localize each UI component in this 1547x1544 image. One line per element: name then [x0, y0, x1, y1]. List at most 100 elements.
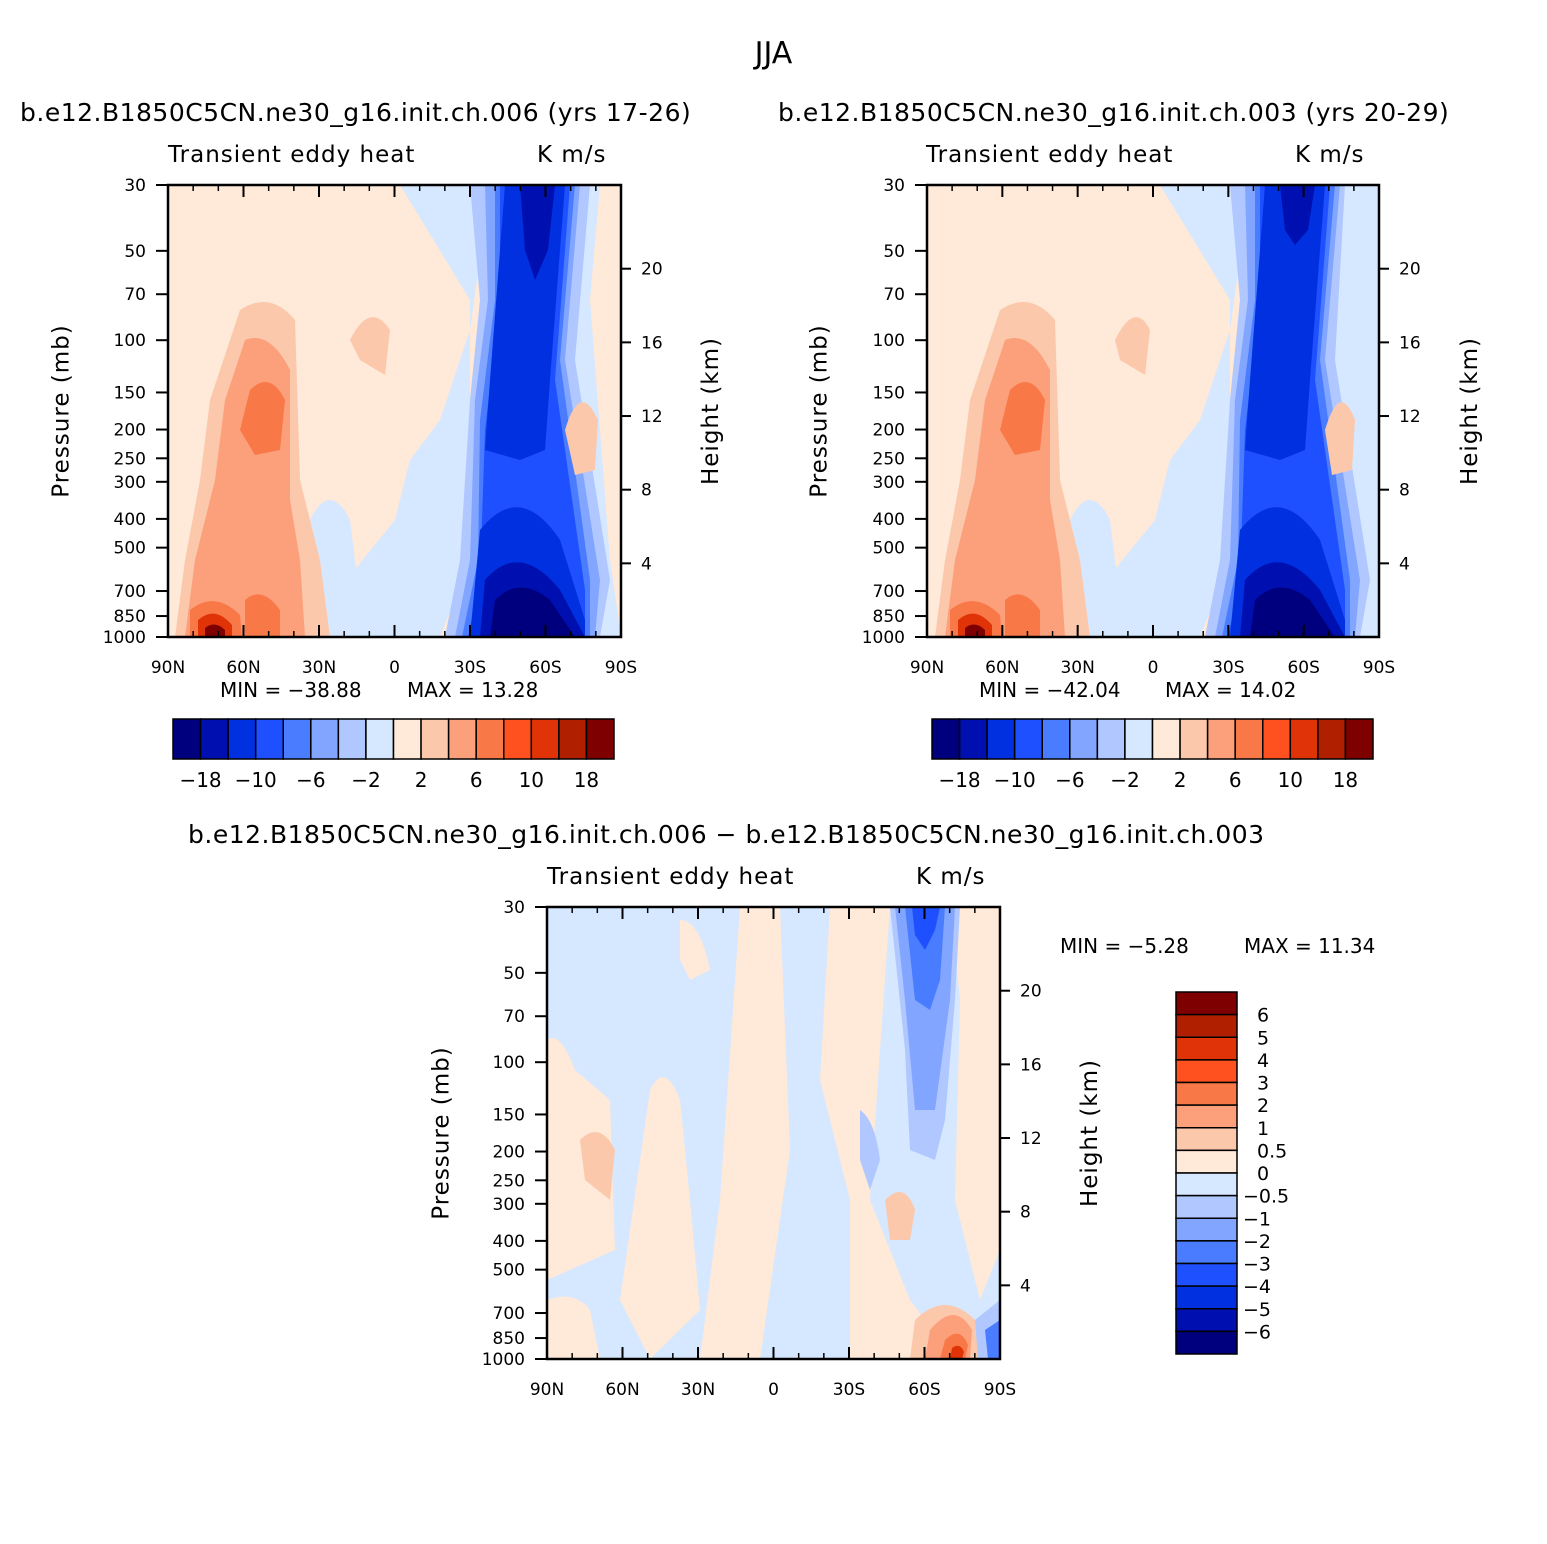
colorbar-box — [1124, 718, 1154, 760]
panel3-field — [547, 907, 1000, 1359]
colorbar-label: 2 — [1174, 768, 1187, 792]
colorbar-box — [1069, 718, 1099, 760]
colorbar-box — [931, 718, 961, 760]
colorbar-box — [558, 718, 588, 760]
y-tick-label: 70 — [124, 285, 146, 305]
y-tick-label: 200 — [873, 421, 905, 441]
y-tick-label: 70 — [503, 1007, 525, 1027]
colorbar-box — [447, 718, 477, 760]
y-tick-label: 30 — [124, 176, 146, 196]
panel3-ylabel-right: Height (km) — [1077, 1058, 1104, 1208]
colorbar-label: 10 — [519, 768, 544, 792]
colorbar-box — [958, 718, 988, 760]
colorbar-box — [1175, 1081, 1238, 1106]
y-tick-label: 150 — [873, 383, 905, 403]
colorbar-box — [1344, 718, 1374, 760]
panel3-subtitle-left: Transient eddy heat — [547, 864, 795, 890]
y-tick-label: 400 — [873, 510, 905, 530]
x-tick-label: 90N — [151, 658, 185, 678]
x-tick-label: 60S — [908, 1380, 940, 1400]
y-tick-label: 1000 — [103, 628, 146, 648]
colorbar-box — [392, 718, 422, 760]
height-tick-label: 20 — [1399, 260, 1421, 280]
x-tick-label: 30S — [454, 658, 486, 678]
tick-marks — [156, 184, 1389, 1360]
y-tick-label: 300 — [493, 1195, 525, 1215]
colorbar-box — [1175, 1330, 1238, 1355]
panel2-subtitle-left: Transient eddy heat — [926, 142, 1174, 168]
colorbar-box — [503, 718, 533, 760]
colorbar-box — [172, 718, 202, 760]
y-tick-label: 100 — [114, 331, 146, 351]
panel3-title: b.e12.B1850C5CN.ne30_g16.init.ch.006 − b… — [188, 820, 1265, 849]
colorbar-label: 6 — [1229, 768, 1242, 792]
y-tick-label: 300 — [114, 473, 146, 493]
height-tick-label: 8 — [1020, 1203, 1031, 1223]
height-tick-label: 4 — [1020, 1276, 1031, 1296]
y-tick-label: 700 — [493, 1304, 525, 1324]
colorbar-label: −6 — [1055, 768, 1084, 792]
height-tick-label: 20 — [641, 260, 663, 280]
panel3-min-label: MIN = −5.28 — [1060, 934, 1189, 958]
colorbar-box — [1175, 1149, 1238, 1174]
y-tick-label: 850 — [493, 1329, 525, 1349]
x-tick-label: 30N — [681, 1380, 715, 1400]
colorbar-label: −6 — [296, 768, 325, 792]
height-tick-label: 12 — [1020, 1129, 1042, 1149]
x-tick-label: 60S — [1287, 658, 1319, 678]
colorbar-box — [1175, 991, 1238, 1016]
colorbar-box — [1096, 718, 1126, 760]
colorbar-box — [1206, 718, 1236, 760]
y-tick-label: 400 — [493, 1232, 525, 1252]
x-tick-label: 30N — [1060, 658, 1094, 678]
height-tick-label: 16 — [1399, 333, 1421, 353]
colorbar-box — [1175, 1104, 1238, 1129]
colorbar-box — [1234, 718, 1264, 760]
panel1-subtitle-left: Transient eddy heat — [168, 142, 416, 168]
panel2-ylabel-right: Height (km) — [1457, 336, 1484, 486]
y-tick-label: 150 — [493, 1105, 525, 1125]
colorbar-box — [1013, 718, 1043, 760]
y-tick-label: 250 — [873, 449, 905, 469]
panel3-ylabel: Pressure (mb) — [428, 1046, 455, 1220]
panel1-ylabel: Pressure (mb) — [48, 324, 75, 498]
colorbar-box — [1175, 1127, 1238, 1152]
y-tick-label: 100 — [873, 331, 905, 351]
y-tick-label: 500 — [873, 539, 905, 559]
colorbar-label: 6 — [470, 768, 483, 792]
y-tick-label: 200 — [493, 1143, 525, 1163]
panel1-max-label: MAX = 13.28 — [407, 678, 539, 702]
colorbar-label: 18 — [574, 768, 599, 792]
page-title: JJA — [754, 36, 793, 71]
colorbar-box — [1175, 1013, 1238, 1038]
colorbar-label: 2 — [415, 768, 428, 792]
x-tick-label: 0 — [389, 658, 400, 678]
y-tick-label: 70 — [883, 285, 905, 305]
colorbar-box — [585, 718, 615, 760]
colorbar-box — [254, 718, 284, 760]
colorbar-label: −10 — [994, 768, 1036, 792]
colorbar-box — [1175, 1240, 1238, 1265]
colorbar-box — [475, 718, 505, 760]
x-tick-label: 90S — [605, 658, 637, 678]
y-tick-label: 250 — [114, 449, 146, 469]
panel1-title: b.e12.B1850C5CN.ne30_g16.init.ch.006 (yr… — [20, 98, 692, 127]
colorbar-label: −5 — [1243, 1299, 1271, 1321]
colorbars: −18 −10 −6 −2 2 6 10 18 −18 −10 −6 −2 2 6 10 186543210.… — [172, 718, 1374, 1355]
colorbar-label: 0 — [1257, 1163, 1269, 1185]
colorbar-box — [1041, 718, 1071, 760]
height-tick-label: 4 — [1399, 554, 1410, 574]
colorbar-box — [1175, 1194, 1238, 1219]
panel3-max-label: MAX = 11.34 — [1244, 934, 1376, 958]
panel1-subtitle-right: K m/s — [537, 142, 607, 168]
tick-labels: 90N 60N 30N 0 30S 60S 90S305070100150200250300… — [103, 176, 1421, 1400]
colorbar-box — [1175, 1262, 1238, 1287]
panel1-ylabel-right: Height (km) — [698, 336, 725, 486]
height-tick-label: 12 — [641, 407, 663, 427]
height-tick-label: 20 — [1020, 982, 1042, 1002]
height-tick-label: 8 — [641, 481, 652, 501]
y-tick-label: 300 — [873, 473, 905, 493]
colorbar-box — [365, 718, 395, 760]
y-tick-label: 1000 — [482, 1350, 525, 1370]
